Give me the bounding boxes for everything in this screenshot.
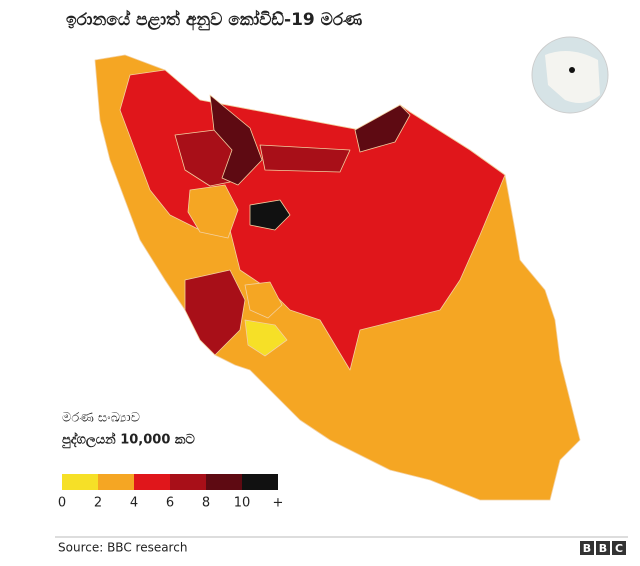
legend: 0 2 4 6 8 10 +	[58, 474, 284, 511]
source: Source: BBC research	[58, 541, 187, 555]
province	[187, 184, 239, 239]
logo-letter: B	[599, 542, 607, 555]
legend-label: 0	[58, 496, 66, 511]
province	[244, 319, 288, 357]
province	[244, 281, 283, 319]
legend-label: 6	[166, 496, 174, 511]
province	[259, 144, 351, 173]
legend-swatch	[206, 474, 242, 490]
legend-label: 8	[202, 496, 210, 511]
legend-swatch	[98, 474, 134, 490]
province	[184, 269, 246, 356]
legend-swatch	[170, 474, 206, 490]
legend-swatch	[242, 474, 278, 490]
logo-block	[580, 541, 594, 555]
legend-label: 4	[130, 496, 138, 511]
title: ඉරානයේ පළාත් අනුව කෝවිඩ්-19 මරණ	[66, 9, 362, 31]
logo-letter: C	[615, 542, 623, 555]
legend-label: 2	[94, 496, 102, 511]
legend-label: +	[273, 496, 284, 511]
legend-swatch	[62, 474, 98, 490]
legend-subtitle: පුද්ගලයන් 10,000 කට	[62, 430, 196, 448]
province	[249, 199, 291, 231]
logo-block	[612, 541, 626, 555]
province	[354, 104, 411, 153]
province	[209, 94, 263, 186]
logo-block	[596, 541, 610, 555]
legend-title: මරණ සංඛ්‍යාව	[62, 411, 140, 426]
logo-letter: B	[583, 542, 591, 555]
map	[94, 54, 581, 501]
legend-swatch	[134, 474, 170, 490]
legend-label: 10	[234, 496, 251, 511]
locator-globe	[531, 36, 609, 114]
